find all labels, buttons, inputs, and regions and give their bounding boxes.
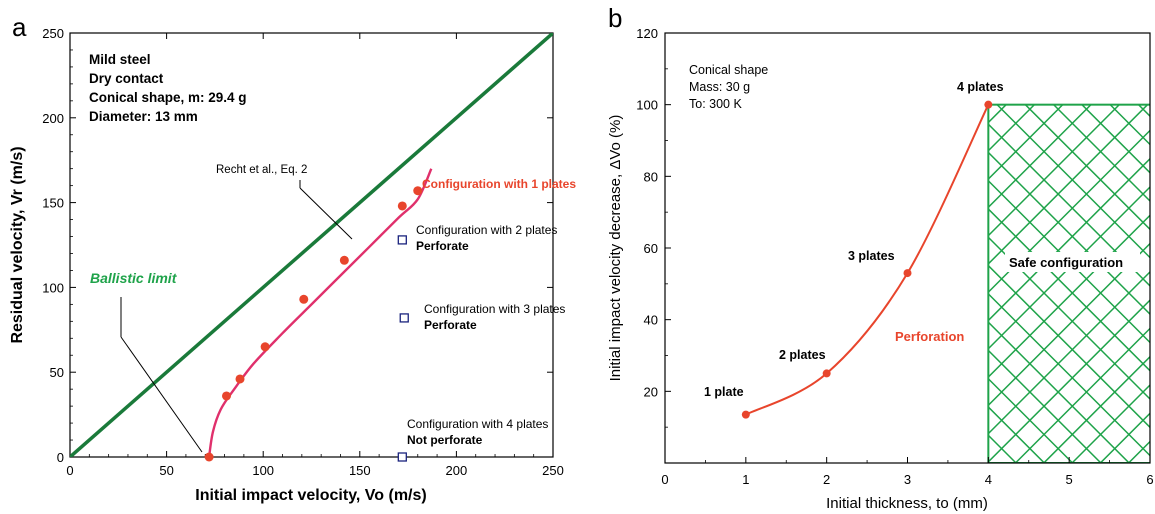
x-tick-label-a: 100 — [252, 463, 274, 478]
model-annotation: Recht et al., Eq. 2 — [216, 164, 307, 176]
x-tick-label-a: 250 — [542, 463, 564, 478]
thickness-point-4 — [984, 100, 993, 109]
series-4-label: Configuration with 4 plates — [407, 417, 548, 431]
safe-region — [987, 103, 1150, 463]
ballistic-leader-b — [120, 336, 203, 453]
ballistic-limit-label: Ballistic limit — [90, 270, 178, 286]
y-tick-label-b: 20 — [644, 384, 658, 399]
data-points-b — [741, 100, 993, 419]
series-1-point — [204, 452, 214, 462]
series-1-point — [413, 186, 423, 196]
series-3-status: Perforate — [424, 318, 477, 332]
info-line-shape-b: Conical shape — [689, 63, 768, 77]
axis-ticks-b: 0 1 2 3 4 5 6 20 40 60 80 100 120 — [636, 26, 1153, 487]
y-tick-label-b: 120 — [636, 26, 658, 41]
series-1-point — [339, 255, 349, 265]
series-2-status: Perforate — [416, 239, 469, 253]
y-tick-label-b: 100 — [636, 98, 658, 113]
x-axis-label-a: Initial impact velocity, Vo (m/s) — [195, 487, 426, 504]
info-line-shape: Conical shape, m: 29.4 g — [89, 90, 247, 105]
y-axis-label-b: Initial impact velocity decrease, ΔVo (%… — [607, 115, 624, 382]
y-tick-label-b: 80 — [644, 169, 658, 184]
y-tick-label-a: 50 — [50, 365, 64, 380]
point-label-4: 4 plates — [957, 80, 1004, 94]
series-4-point — [397, 452, 407, 462]
y-tick-label-a: 100 — [42, 280, 64, 295]
thickness-point-2 — [822, 369, 831, 378]
panel-a: a 0 50 100 150 200 250 0 50 100 150 200 250 Initial… — [9, 12, 576, 504]
thickness-point-1 — [741, 410, 750, 419]
series-3-label: Configuration with 3 plates — [424, 302, 565, 316]
plot-frame-a — [69, 32, 554, 458]
x-tick-label-a: 0 — [66, 463, 73, 478]
point-label-1: 1 plate — [704, 385, 744, 399]
y-tick-label-a: 150 — [42, 196, 64, 211]
x-tick-label-b: 1 — [742, 472, 749, 487]
safe-configuration-label: Safe configuration — [1009, 255, 1123, 270]
x-tick-label-b: 2 — [823, 472, 830, 487]
series-2-point — [397, 235, 407, 245]
series-1-point — [299, 294, 309, 304]
series-2-label: Configuration with 2 plates — [416, 223, 557, 237]
x-axis-label-b: Initial thickness, to (mm) — [826, 495, 988, 512]
series-1-point — [221, 391, 231, 401]
data-points-a — [204, 186, 423, 462]
panel-b: b 0 1 2 3 4 5 6 20 40 60 80 100 120 Initial thicknes… — [607, 3, 1154, 512]
x-tick-label-a: 50 — [159, 463, 173, 478]
diagonal-line — [70, 33, 553, 457]
model-leader-b — [299, 187, 353, 240]
perforation-label: Perforation — [895, 329, 964, 344]
series-3-point — [399, 313, 409, 323]
safe-label-bg — [1005, 252, 1140, 272]
series-1-point — [235, 374, 245, 384]
info-line-contact: Dry contact — [89, 71, 164, 86]
point-label-2: 2 plates — [779, 348, 826, 362]
y-tick-label-a: 250 — [42, 26, 64, 41]
x-tick-label-b: 0 — [661, 472, 668, 487]
thickness-point-3 — [903, 269, 912, 278]
info-line-temp-b: To: 300 K — [689, 97, 742, 111]
point-label-3: 3 plates — [848, 249, 895, 263]
series-1-label: Configuration with 1 plates — [422, 177, 576, 191]
y-axis-label-a: Residual velocity, Vr (m/s) — [9, 146, 26, 343]
x-tick-label-a: 200 — [446, 463, 468, 478]
y-tick-label-b: 60 — [644, 241, 658, 256]
info-line-material: Mild steel — [89, 52, 151, 67]
x-tick-label-b: 4 — [985, 472, 992, 487]
series-1-point — [397, 201, 407, 211]
panel-label-b: b — [608, 3, 622, 33]
model-curve — [207, 168, 433, 457]
panel-label-a: a — [12, 12, 27, 42]
x-tick-label-a: 150 — [349, 463, 371, 478]
y-tick-label-b: 40 — [644, 313, 658, 328]
info-line-diameter: Diameter: 13 mm — [89, 109, 198, 124]
y-tick-label-a: 0 — [57, 450, 64, 465]
x-tick-label-b: 6 — [1146, 472, 1153, 487]
x-tick-label-b: 5 — [1066, 472, 1073, 487]
axis-ticks-a: 0 50 100 150 200 250 0 50 100 150 200 250 — [42, 26, 564, 478]
series-4-status: Not perforate — [407, 433, 483, 447]
info-line-mass-b: Mass: 30 g — [689, 80, 750, 94]
x-tick-label-b: 3 — [904, 472, 911, 487]
y-tick-label-a: 200 — [42, 111, 64, 126]
series-1-point — [260, 342, 270, 352]
thickness-curve — [745, 104, 990, 416]
